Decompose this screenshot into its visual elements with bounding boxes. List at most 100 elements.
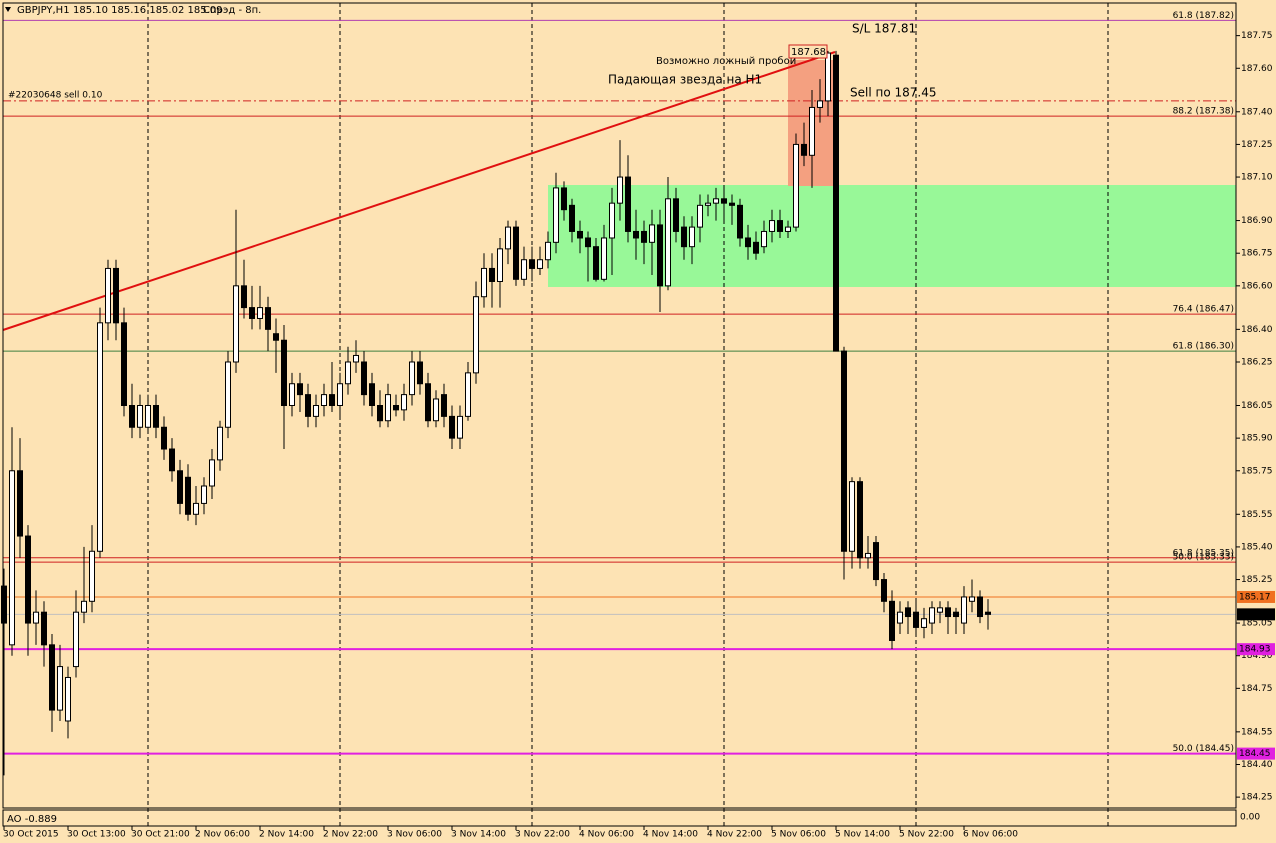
bull-candle [617,176,623,204]
bear-candle [625,176,631,232]
bear-candle [249,307,255,319]
price-tag-box [788,44,828,59]
x-tick-label: 6 Nov 06:00 [963,830,1018,840]
bear-candle [777,220,783,232]
x-tick-label: 3 Nov 22:00 [515,830,570,840]
price-box-label: 184.45 [1239,749,1271,759]
bull-candle [785,226,791,232]
bear-candle [17,470,23,537]
x-tick-label: 4 Nov 22:00 [707,830,762,840]
bear-candle [185,476,191,515]
y-tick-label: 186.90 [1241,216,1273,226]
bull-candle [937,607,943,613]
bear-candle [561,187,567,211]
bear-candle [153,405,159,428]
bull-candle [609,202,615,239]
bear-candle [393,405,399,411]
bear-candle [889,600,895,641]
bull-candle [233,285,239,363]
bull-candle [697,204,703,228]
bull-candle [337,383,343,407]
bull-candle [145,405,151,428]
bear-candle [593,246,599,280]
bull-candle [689,226,695,248]
y-tick-label: 185.90 [1241,434,1273,444]
bear-candle [737,204,743,239]
y-tick-label: 187.25 [1241,140,1273,150]
bear-candle [641,230,647,243]
quote: 185.10 185.16 185.02 185.09 [73,5,223,16]
level-label: 50.0 (184.45) [1173,744,1234,754]
x-tick-label: 5 Nov 22:00 [899,830,954,840]
sell-note: Sell по 187.45 [850,86,936,100]
bear-candle [369,383,375,407]
bear-candle [657,224,663,287]
bull-candle [761,230,767,248]
bear-candle [985,611,991,615]
bull-candle [353,354,359,363]
bull-candle [217,426,223,461]
bull-candle [409,361,415,396]
x-tick-label: 2 Nov 14:00 [259,830,314,840]
x-tick-label: 3 Nov 14:00 [451,830,506,840]
bull-candle [225,361,231,428]
bull-candle [929,607,935,624]
bull-candle [465,372,471,417]
bear-candle [953,611,959,618]
bear-candle [25,535,31,624]
bear-candle [281,339,287,407]
level-label: 76.4 (186.47) [1173,305,1234,315]
bull-candle [545,241,551,261]
x-tick-label: 5 Nov 14:00 [835,830,890,840]
level-label: 88.2 (187.38) [1173,107,1234,117]
x-tick-label: 2 Nov 06:00 [195,830,250,840]
bull-candle [497,248,503,282]
bear-candle [297,383,303,396]
bear-candle [177,470,183,504]
bull-candle [649,224,655,243]
levels: 61.8 (187.82) 88.2 (187.38) 76.4 (186.47) 6… [3,11,1236,755]
time-axis: 30 Oct 2015 30 Oct 13:00 30 Oct 21:00 2 Nov… [3,826,1018,840]
bull-candle [209,459,215,487]
y-tick-label: 187.40 [1241,107,1273,117]
y-tick-label: 184.55 [1241,727,1273,737]
bear-candle [673,198,679,232]
y-tick-label: 185.05 [1241,619,1273,629]
bull-candle [457,415,463,439]
bull-candle [73,611,79,668]
bull-candle [809,106,815,156]
bear-candle [441,394,447,417]
bear-candle [489,267,495,282]
bear-candle [273,333,279,341]
bear-candle [41,611,47,646]
bull-candle [33,611,39,624]
price-box [1237,643,1275,656]
price-box-label: 185.17 [1239,592,1271,602]
y-tick-label: 186.40 [1241,325,1273,335]
bear-candle [873,542,879,581]
bear-candle [329,394,335,406]
bull-candle [865,552,871,559]
bull-candle [553,187,559,243]
indicator-label: AO -0.889 [7,814,57,825]
bull-candle [665,198,671,287]
indicator-scale: 0.00 [1240,813,1260,823]
bear-candle [121,322,127,406]
bear-candle [129,405,135,428]
price-box-label: 185.09 [1239,610,1271,620]
bull-candle [921,618,927,628]
bull-candle [193,502,199,515]
bear-candle [1,585,7,624]
bull-candle [345,361,351,385]
bear-candle [425,383,431,422]
x-tick-label: 2 Nov 22:00 [323,830,378,840]
bull-candle [897,611,903,624]
candles [1,50,991,776]
bull-candle [201,485,207,504]
menu-arrow[interactable] [5,7,11,12]
bull-candle [521,259,527,280]
y-tick-label: 184.25 [1241,793,1273,803]
symbol: GBPJPY,H1 [17,5,70,16]
pattern-note: Падающая звезда на H1 [608,73,762,87]
y-tick-label: 187.75 [1241,31,1273,41]
